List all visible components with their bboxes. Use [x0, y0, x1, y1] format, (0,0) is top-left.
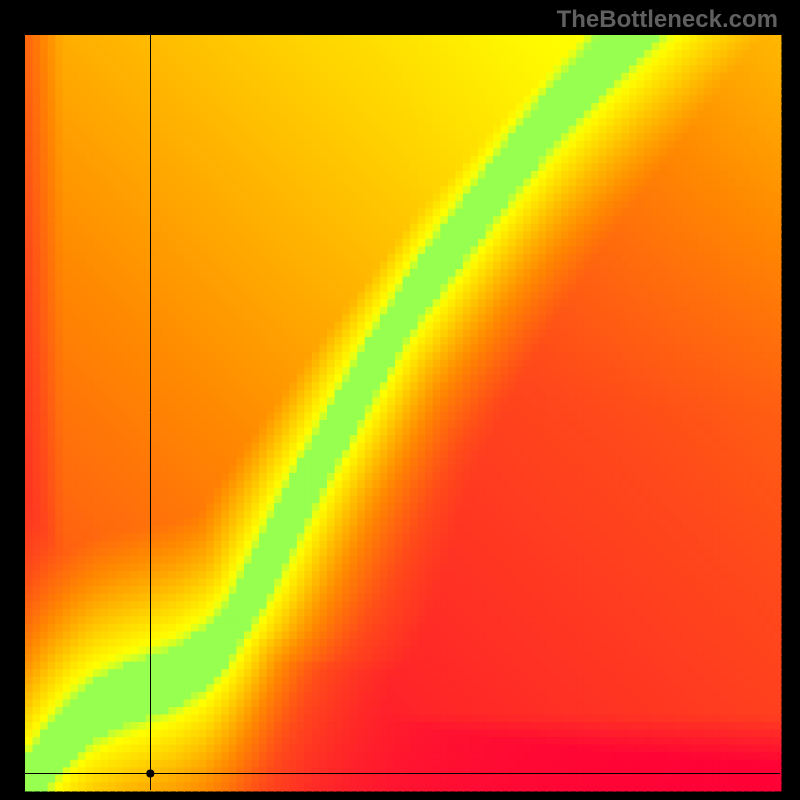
- heatmap-canvas: [0, 0, 800, 800]
- chart-container: TheBottleneck.com: [0, 0, 800, 800]
- watermark-text: TheBottleneck.com: [557, 6, 778, 34]
